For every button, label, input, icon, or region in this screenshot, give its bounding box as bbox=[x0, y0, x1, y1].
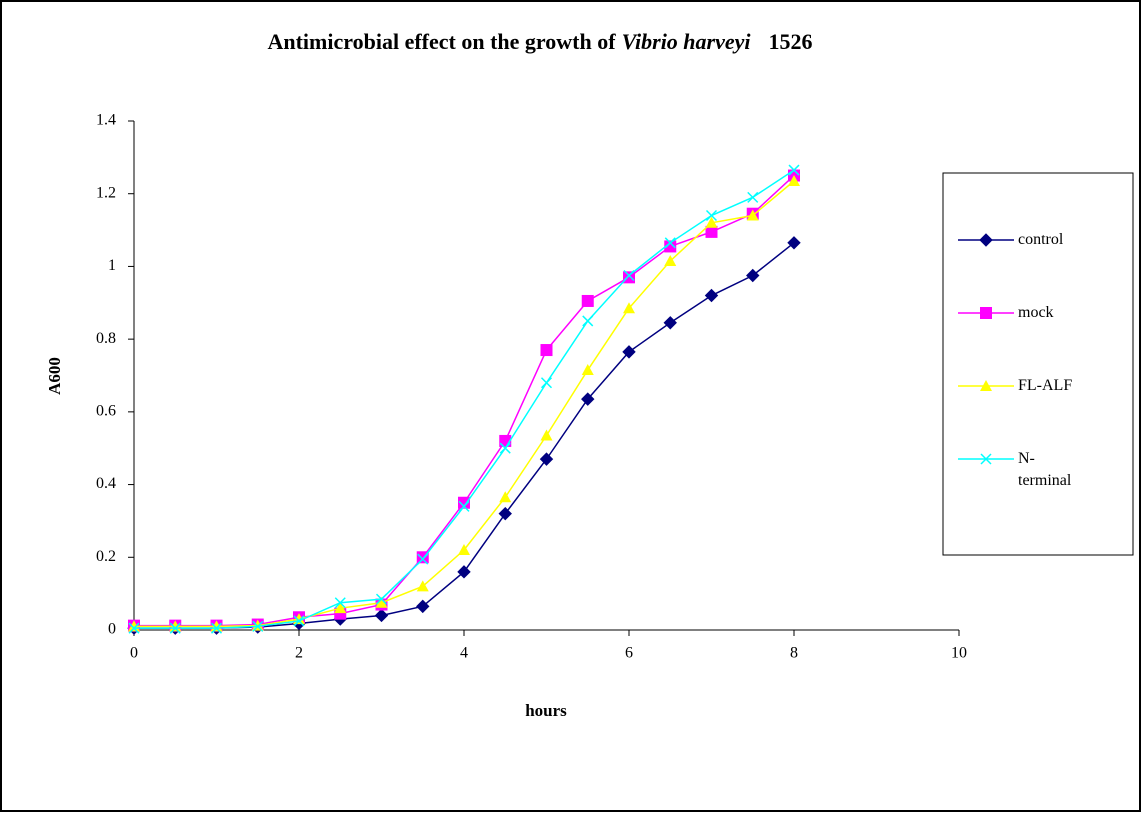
y-tick-label: 1.2 bbox=[96, 184, 116, 201]
x-tick-label: 6 bbox=[625, 645, 633, 662]
x-tick-label: 0 bbox=[130, 645, 138, 662]
chart: Antimicrobial effect on the growth ofVib… bbox=[0, 0, 1141, 812]
x-tick-label: 4 bbox=[460, 645, 468, 662]
legend-item: mock bbox=[1018, 302, 1128, 362]
y-tick-label: 0.8 bbox=[96, 330, 116, 347]
y-tick-label: 0.6 bbox=[96, 403, 116, 420]
x-axis-label: hours bbox=[525, 701, 567, 720]
y-tick-label: 0.4 bbox=[96, 475, 116, 492]
legend-item: control bbox=[1018, 229, 1128, 289]
legend-item: N-terminal bbox=[1018, 448, 1128, 508]
x-tick-label: 2 bbox=[295, 645, 303, 662]
page: {"chart_data": {"type": "line", "title_p… bbox=[0, 0, 1141, 812]
y-tick-label: 0.2 bbox=[96, 548, 116, 565]
title-part: Vibrio harveyi bbox=[622, 29, 752, 54]
legend-item: FL-ALF bbox=[1018, 375, 1128, 435]
y-tick-label: 0 bbox=[108, 621, 116, 638]
y-tick-label: 1.4 bbox=[96, 112, 116, 129]
title-part: Antimicrobial effect on the growth of bbox=[267, 29, 616, 54]
data-point bbox=[582, 295, 594, 307]
data-point bbox=[541, 344, 553, 356]
legend-marker bbox=[980, 307, 992, 319]
legend-label: mock bbox=[1018, 302, 1080, 324]
y-axis-label: A600 bbox=[45, 357, 64, 395]
title-part: 1526 bbox=[769, 29, 813, 54]
legend-label: control bbox=[1018, 229, 1080, 251]
x-tick-label: 8 bbox=[790, 645, 798, 662]
legend-label: N-terminal bbox=[1018, 448, 1080, 492]
y-tick-label: 1 bbox=[108, 257, 116, 274]
x-tick-label: 10 bbox=[951, 645, 967, 662]
legend-label: FL-ALF bbox=[1018, 375, 1080, 397]
